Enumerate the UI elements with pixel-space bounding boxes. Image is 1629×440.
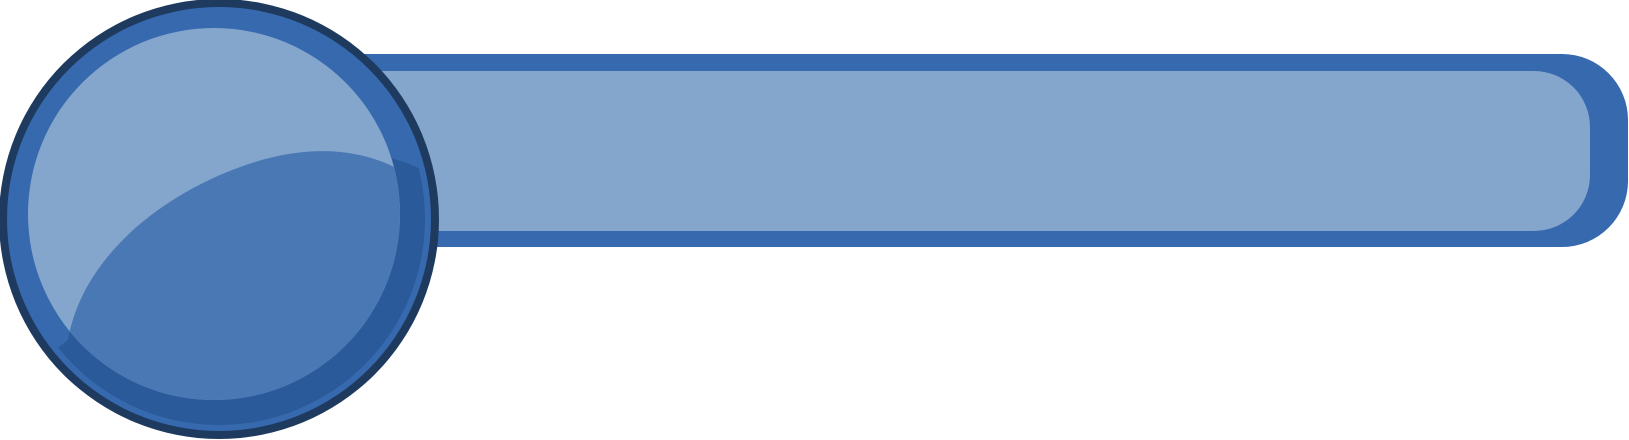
banner-bar-fill	[320, 71, 1590, 231]
